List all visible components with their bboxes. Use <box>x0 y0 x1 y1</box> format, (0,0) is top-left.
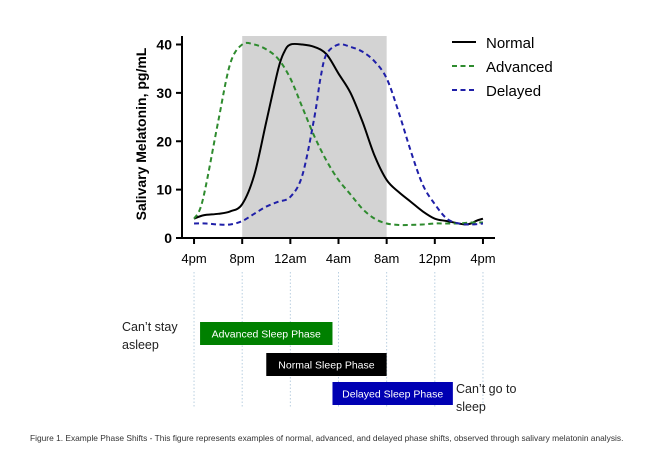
melatonin-chart: 0 10 20 30 40 Salivary Melatonin, pg/mL 4pm 8pm… <box>133 35 553 408</box>
delayed-sleep-phase-label: Delayed Sleep Phase <box>342 389 443 401</box>
cant-stay-asleep-label: Can’t stay asleep <box>122 320 178 352</box>
figure-caption: Figure 1. Example Phase Shifts - This fi… <box>30 433 624 443</box>
advanced-sleep-phase-label: Advanced Sleep Phase <box>212 329 321 341</box>
series-line-delayed <box>194 43 484 226</box>
y-tick-label-30: 30 <box>156 85 172 101</box>
y-tick-label-40: 40 <box>156 37 172 53</box>
advanced-sleep-phase-bar <box>200 322 333 345</box>
delayed-sleep-phase-bar <box>332 382 453 405</box>
x-tick-label-6: 4pm <box>470 251 495 266</box>
x-tick-label-3: 4am <box>326 251 351 266</box>
x-tick-label-0: 4pm <box>181 251 206 266</box>
x-tick-label-2: 12am <box>274 251 307 266</box>
legend-label-advanced: Advanced <box>486 59 553 76</box>
series-line-normal <box>193 42 484 226</box>
normal-sleep-phase-label: Normal Sleep Phase <box>278 360 374 372</box>
x-tick-label-1: 8pm <box>230 251 255 266</box>
x-tick-label-4: 8am <box>374 251 399 266</box>
legend-label-normal: Normal <box>486 35 534 52</box>
x-tick-label-5: 12pm <box>419 251 452 266</box>
cant-go-to-sleep-label: Can’t go to sleep <box>456 382 517 414</box>
legend-label-delayed: Delayed <box>486 83 541 100</box>
y-tick-label-0: 0 <box>164 230 172 246</box>
y-tick-label-10: 10 <box>156 182 172 198</box>
normal-sleep-phase-bar <box>266 353 387 376</box>
y-tick-label-20: 20 <box>156 133 172 149</box>
y-axis-label: Salivary Melatonin, pg/mL <box>133 47 149 220</box>
